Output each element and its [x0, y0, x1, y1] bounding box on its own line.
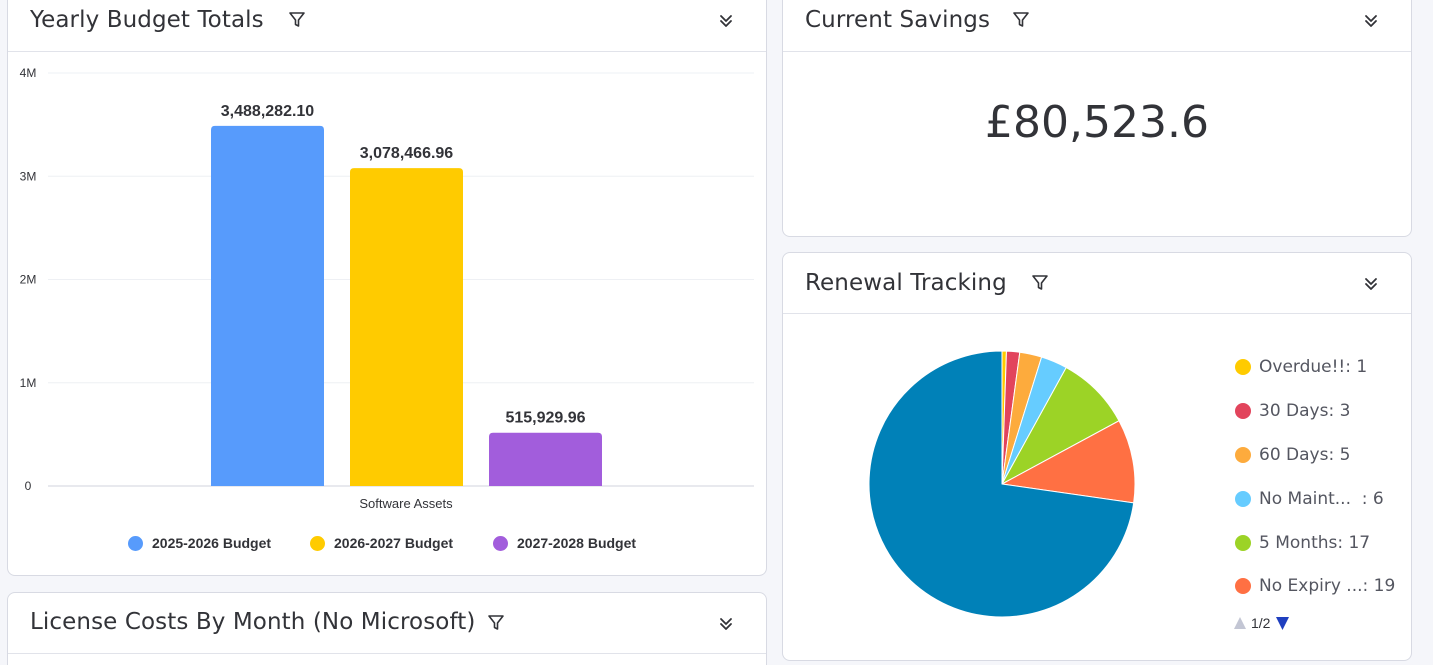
- license-costs-card: License Costs By Month (No Microsoft): [7, 592, 767, 665]
- legend-label: 5 Months: 17: [1259, 533, 1371, 553]
- y-tick-label: 4M: [20, 66, 37, 80]
- legend-label: 2026-2027 Budget: [334, 535, 454, 551]
- filter-icon[interactable]: [288, 11, 306, 29]
- y-tick-label: 0: [25, 479, 32, 493]
- legend-item-overdue[interactable]: Overdue!!: 1: [1235, 357, 1367, 377]
- legend-item-2027-2028[interactable]: 2027-2028 Budget: [493, 535, 636, 551]
- legend-label: Overdue!!: 1: [1259, 357, 1368, 377]
- current-savings-card: Current Savings £80,523.6: [782, 0, 1412, 237]
- bar-data-label: 3,488,282.10: [221, 103, 315, 120]
- filter-icon[interactable]: [1012, 11, 1030, 29]
- legend-label: No Expiry ...: 19: [1259, 576, 1396, 596]
- legend-item-30-days[interactable]: 30 Days: 3: [1235, 401, 1350, 421]
- collapse-chevron-icon[interactable]: [1363, 13, 1379, 29]
- savings-value: £80,523.6: [985, 97, 1209, 148]
- pie-slice: [1000, 420, 1136, 504]
- y-tick-label: 2M: [20, 273, 37, 287]
- x-category-label: Software Assets: [359, 496, 453, 511]
- legend-item-60-days[interactable]: 60 Days: 5: [1235, 445, 1350, 465]
- legend-dot-icon: [1235, 359, 1251, 375]
- card-title: Renewal Tracking: [805, 270, 1007, 296]
- bar: [350, 168, 463, 486]
- legend-label: 30 Days: 3: [1259, 401, 1351, 421]
- bar: [211, 125, 324, 486]
- collapse-chevron-icon[interactable]: [1363, 276, 1379, 292]
- collapse-chevron-icon[interactable]: [718, 13, 734, 29]
- pager-label: 1/2: [1251, 615, 1271, 631]
- legend-dot-icon: [1235, 578, 1251, 594]
- legend-label: No Maint... : 6: [1259, 489, 1384, 509]
- card-title: Current Savings: [805, 7, 991, 33]
- bar-data-label: 3,078,466.96: [360, 145, 454, 162]
- legend-item-no-expiry[interactable]: No Expiry ...: 19: [1235, 576, 1395, 596]
- legend-item-5-months[interactable]: 5 Months: 17: [1235, 533, 1370, 553]
- legend-dot-icon: [310, 535, 325, 551]
- legend-item-no-maint[interactable]: No Maint... : 6: [1235, 489, 1384, 509]
- yearly-budget-card: Yearly Budget Totals 4M 3M 2M 1M 0 3,488,282.…: [7, 0, 767, 576]
- legend-dot-icon: [128, 535, 143, 551]
- renewal-pie-chart: [868, 350, 1136, 618]
- card-header: License Costs By Month (No Microsoft): [8, 593, 766, 654]
- card-header: Renewal Tracking: [783, 253, 1411, 314]
- legend-pager: 1/2: [1233, 615, 1290, 631]
- legend-dot-icon: [493, 535, 508, 551]
- pie-slice: [868, 350, 1135, 618]
- legend-dot-icon: [1235, 491, 1251, 507]
- card-title: Yearly Budget Totals: [30, 7, 264, 33]
- y-tick-label: 1M: [20, 376, 37, 390]
- collapse-chevron-icon[interactable]: [718, 616, 734, 632]
- legend-dot-icon: [1235, 403, 1251, 419]
- legend-item-2025-2026[interactable]: 2025-2026 Budget: [128, 535, 271, 551]
- legend-label: 60 Days: 5: [1259, 445, 1351, 465]
- legend-item-2026-2027[interactable]: 2026-2027 Budget: [310, 535, 453, 551]
- filter-icon[interactable]: [1031, 274, 1049, 292]
- legend-label: 2027-2028 Budget: [517, 535, 637, 551]
- page-down-icon[interactable]: [1275, 616, 1290, 631]
- bar: [489, 432, 602, 486]
- card-header: Current Savings: [783, 1, 1411, 52]
- y-tick-label: 3M: [20, 169, 37, 183]
- legend-dot-icon: [1235, 447, 1251, 463]
- filter-icon[interactable]: [487, 614, 505, 632]
- card-title: License Costs By Month (No Microsoft): [30, 609, 476, 635]
- page-up-icon[interactable]: [1233, 616, 1247, 630]
- legend-dot-icon: [1235, 535, 1251, 551]
- budget-bar-chart: 4M 3M 2M 1M 0 3,488,282.10 3,078,466.96 515,929…: [20, 66, 754, 511]
- bar-data-label: 515,929.96: [505, 410, 585, 427]
- legend-label: 2025-2026 Budget: [152, 535, 272, 551]
- card-header: Yearly Budget Totals: [8, 1, 766, 52]
